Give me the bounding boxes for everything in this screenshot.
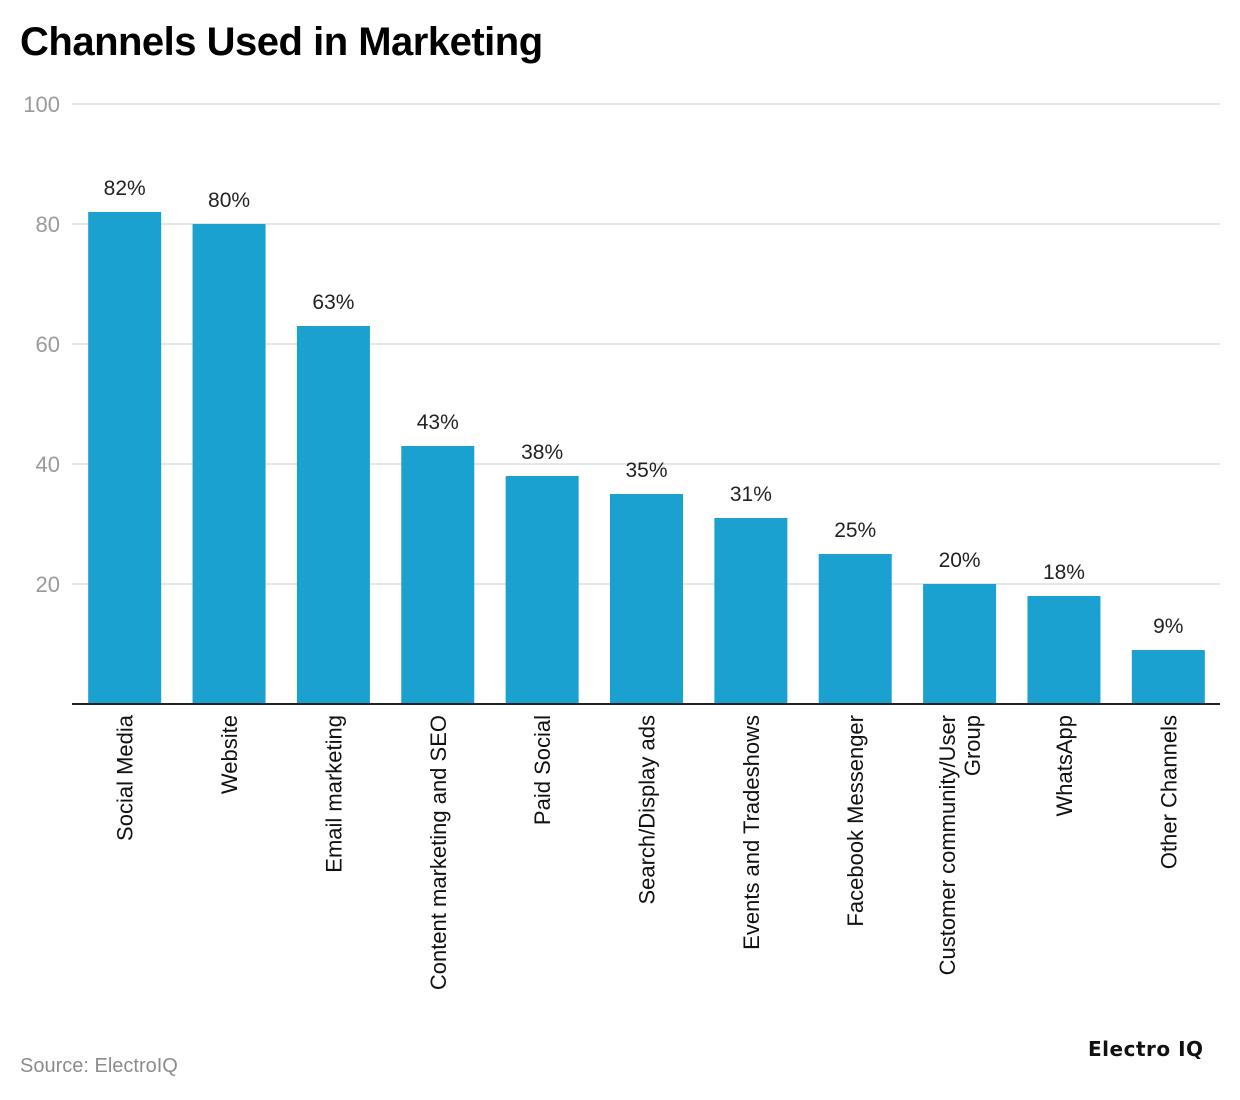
brand-logo: Electro IQ	[1088, 1037, 1204, 1061]
category-labels: Social Media Website Email marketing Conten…	[113, 714, 1182, 990]
value-label: 31%	[730, 483, 772, 506]
source-note: Source: ElectroIQ	[20, 1055, 178, 1077]
chart-title: Channels Used in Marketing	[20, 20, 543, 64]
bar	[714, 518, 788, 704]
y-tick-label: 20	[36, 572, 60, 597]
value-label: 35%	[625, 459, 667, 482]
category-label: Paid Social	[530, 715, 555, 825]
category-label-line: Search/Display ads	[635, 715, 660, 905]
category-label: Email marketing	[321, 715, 346, 873]
value-label: 80%	[208, 189, 250, 212]
bar	[1131, 650, 1205, 704]
category-label: Social Media	[113, 714, 138, 841]
bars	[88, 212, 1205, 704]
category-label-line: Paid Social	[530, 715, 555, 825]
category-label: Website	[217, 715, 242, 794]
value-label: 9%	[1153, 615, 1183, 638]
category-label-line: Events and Tradeshows	[739, 715, 764, 950]
bar	[401, 446, 475, 704]
category-label-line: Email marketing	[321, 715, 346, 873]
category-label-line: Content marketing and SEO	[426, 715, 451, 990]
category-label: Search/Display ads	[635, 715, 660, 905]
value-label: 25%	[834, 519, 876, 542]
category-label-line: Social Media	[113, 714, 138, 841]
y-tick-label: 40	[36, 452, 60, 477]
bar	[505, 476, 579, 704]
bar	[88, 212, 162, 704]
category-label-line: Group	[960, 715, 985, 776]
category-label: Content marketing and SEO	[426, 715, 451, 990]
category-label: Other Channels	[1156, 715, 1181, 869]
category-label: Events and Tradeshows	[739, 715, 764, 950]
bar-chart: 20 40 60 80 100 82% 80% 63% 43% 38% 35% 31% 25% 20% 1…	[23, 92, 1220, 990]
bar	[1027, 596, 1101, 704]
value-label: 20%	[939, 549, 981, 572]
bar	[296, 326, 370, 704]
category-label-line: Facebook Messenger	[843, 715, 868, 927]
y-tick-label: 100	[23, 92, 60, 117]
value-label: 18%	[1043, 561, 1085, 584]
category-label-line: Website	[217, 715, 242, 794]
bar	[192, 224, 266, 704]
value-label: 82%	[104, 177, 146, 200]
category-label-line: Other Channels	[1156, 715, 1181, 869]
value-label: 38%	[521, 441, 563, 464]
y-axis-ticks: 20 40 60 80 100	[23, 92, 60, 597]
value-label: 63%	[312, 291, 354, 314]
category-label-line: WhatsApp	[1052, 715, 1077, 817]
y-tick-label: 60	[36, 332, 60, 357]
y-tick-label: 80	[36, 212, 60, 237]
value-label: 43%	[417, 411, 459, 434]
bar	[610, 494, 683, 704]
bar	[818, 554, 892, 704]
category-label: Customer community/UserGroup	[935, 715, 985, 975]
category-label: WhatsApp	[1052, 715, 1077, 817]
category-label-line: Customer community/User	[935, 715, 960, 975]
value-labels: 82% 80% 63% 43% 38% 35% 31% 25% 20% 18% 9%	[104, 177, 1184, 638]
category-label: Facebook Messenger	[843, 715, 868, 927]
bar	[923, 584, 997, 704]
